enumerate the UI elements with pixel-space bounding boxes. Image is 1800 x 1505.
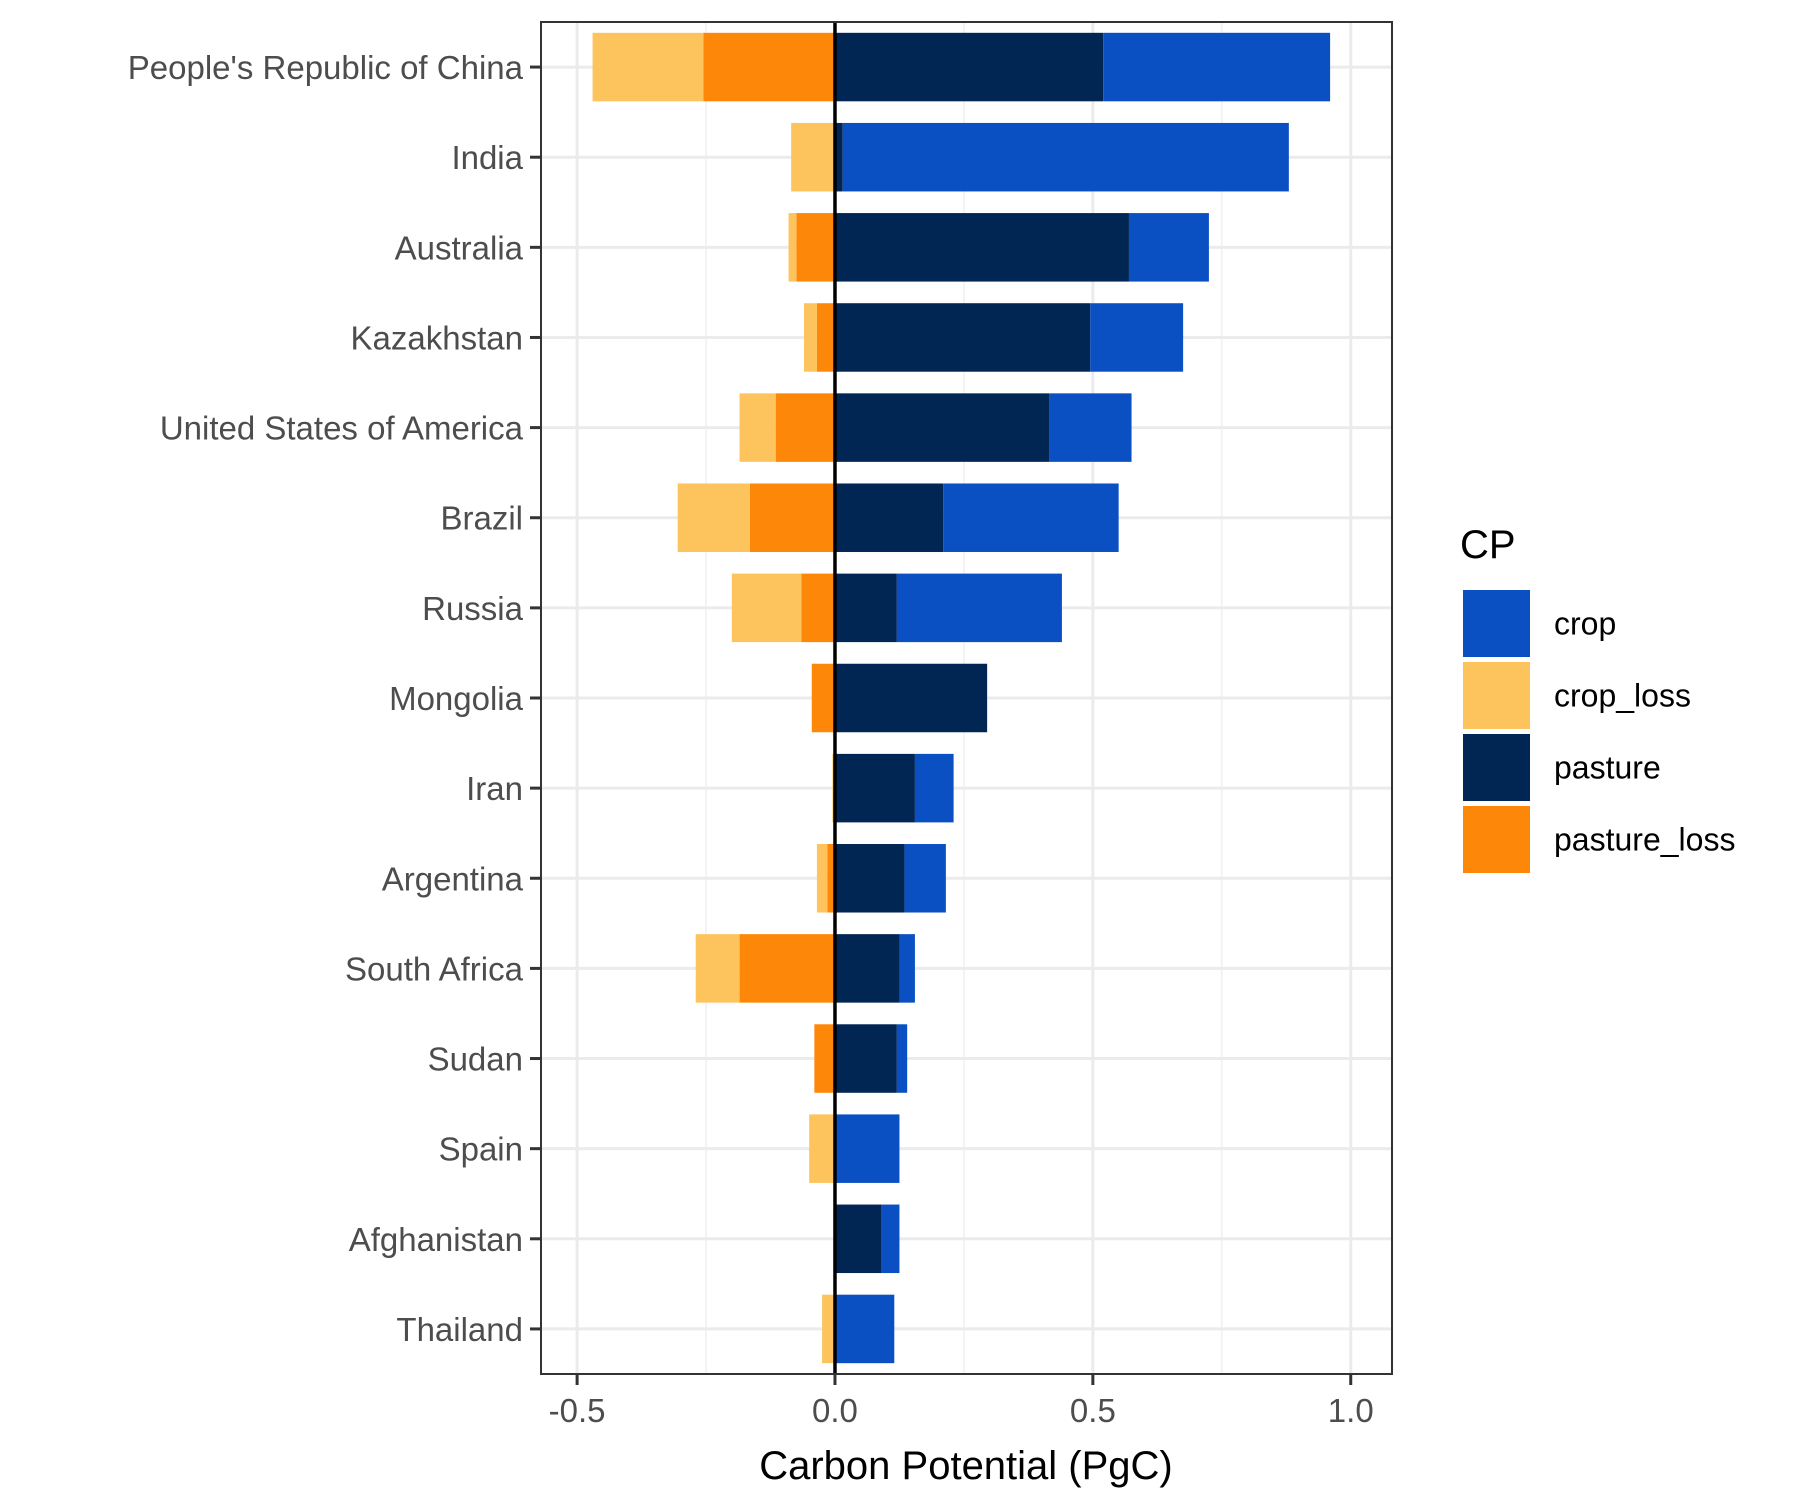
y-tick-label: Spain — [439, 1131, 523, 1168]
bar-crop — [904, 844, 946, 913]
bar-pasture — [834, 122, 843, 192]
bar-crop — [834, 1294, 895, 1364]
bar-crop_loss — [822, 1294, 835, 1364]
bar-crop — [1103, 32, 1331, 102]
bar-pasture_loss — [739, 934, 835, 1003]
y-tick-label: South Africa — [345, 950, 524, 987]
bar-crop_loss — [695, 934, 740, 1003]
bar-pasture_loss — [703, 32, 835, 102]
y-axis: People's Republic of China India Australia… — [128, 49, 541, 1348]
bar-pasture_loss — [811, 663, 835, 733]
y-tick-label: Brazil — [440, 500, 523, 537]
y-tick-label: Australia — [395, 229, 524, 266]
x-tick-label: 0.0 — [812, 1392, 858, 1429]
x-tick-label: -0.5 — [549, 1392, 606, 1429]
bars — [592, 32, 1331, 1364]
bar-crop — [834, 1114, 900, 1183]
bar-pasture_loss — [827, 844, 835, 913]
x-tick-label: 0.5 — [1070, 1392, 1116, 1429]
bar-pasture — [834, 934, 900, 1003]
bar-crop — [943, 483, 1119, 552]
bar-pasture — [834, 753, 915, 823]
bar-pasture — [834, 573, 897, 643]
y-tick-label: Kazakhstan — [351, 319, 523, 356]
bar-crop — [1090, 303, 1184, 372]
bar-crop_loss — [739, 393, 776, 462]
bar-pasture_loss — [796, 213, 835, 282]
legend-key-crop_loss — [1463, 662, 1530, 729]
bar-crop_loss — [592, 32, 704, 102]
legend-label-crop: crop — [1554, 606, 1616, 642]
legend-key-pasture_loss — [1463, 806, 1530, 873]
legend-key-pasture — [1463, 734, 1530, 801]
legend-label-pasture_loss: pasture_loss — [1554, 822, 1735, 858]
bar-pasture — [834, 483, 944, 552]
bar-pasture_loss — [816, 303, 835, 372]
y-tick-label: India — [451, 139, 523, 176]
bar-crop_loss — [804, 303, 817, 372]
bar-pasture — [834, 663, 988, 733]
legend-label-pasture: pasture — [1554, 750, 1661, 786]
bar-pasture_loss — [814, 1024, 835, 1093]
y-tick-label: Sudan — [428, 1041, 523, 1078]
bar-crop_loss — [788, 213, 797, 282]
bar-pasture — [834, 213, 1129, 282]
bar-crop — [914, 753, 954, 823]
bar-crop — [896, 573, 1062, 643]
x-axis-title: Carbon Potential (PgC) — [759, 1444, 1173, 1488]
bar-crop_loss — [791, 122, 835, 192]
y-tick-label: People's Republic of China — [128, 49, 524, 86]
bar-pasture_loss — [749, 483, 835, 552]
bar-crop — [1049, 393, 1132, 462]
y-tick-label: Iran — [466, 770, 523, 807]
y-tick-label: United States of America — [160, 410, 524, 447]
bar-crop_loss — [809, 1114, 835, 1183]
bar-crop — [842, 122, 1289, 192]
bar-pasture_loss — [775, 393, 835, 462]
bar-pasture — [834, 393, 1050, 462]
bar-pasture — [834, 1024, 897, 1093]
y-tick-label: Russia — [422, 590, 524, 627]
y-tick-label: Mongolia — [389, 680, 524, 717]
y-tick-label: Argentina — [382, 860, 524, 897]
bar-crop_loss — [816, 844, 828, 913]
legend-title: CP — [1460, 523, 1516, 567]
bar-crop — [1128, 213, 1209, 282]
bar-crop — [899, 934, 915, 1003]
bar-pasture — [834, 844, 905, 913]
bar-crop_loss — [677, 483, 750, 552]
legend-key-crop — [1463, 590, 1530, 657]
legend-label-crop_loss: crop_loss — [1554, 678, 1691, 714]
bar-crop — [881, 1204, 900, 1274]
x-tick-label: 1.0 — [1328, 1392, 1374, 1429]
bar-pasture — [834, 1204, 882, 1274]
x-axis: -0.5 0.0 0.5 1.0 — [549, 1374, 1374, 1429]
bar-crop — [896, 1024, 908, 1093]
y-tick-label: Thailand — [396, 1311, 523, 1348]
bar-pasture — [834, 303, 1091, 372]
bar-crop_loss — [731, 573, 802, 643]
bar-pasture — [834, 32, 1104, 102]
bar-pasture_loss — [801, 573, 835, 643]
y-tick-label: Afghanistan — [349, 1221, 523, 1258]
